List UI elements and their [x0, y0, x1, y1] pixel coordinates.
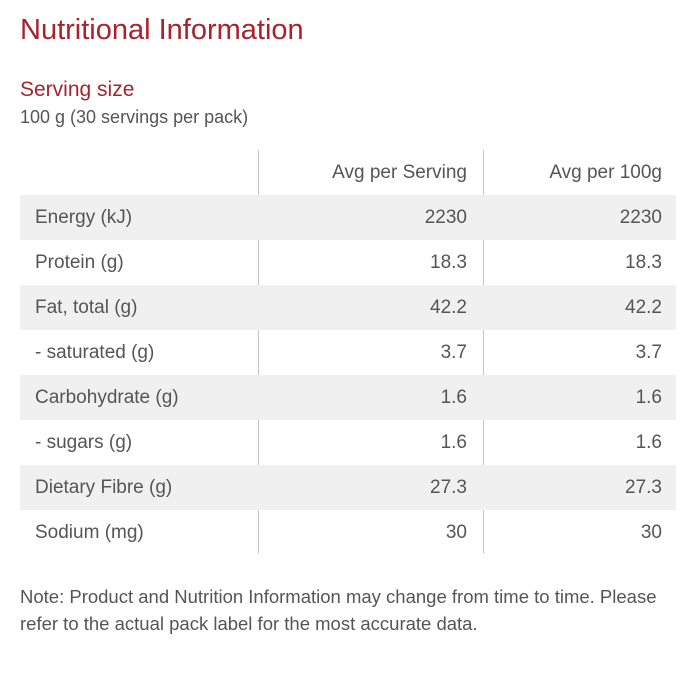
table-row: Sodium (mg) 30 30: [20, 510, 676, 555]
table-row: Protein (g) 18.3 18.3: [20, 240, 676, 285]
per-100g-value: 18.3: [625, 252, 662, 273]
per-100g-value: 27.3: [625, 477, 662, 498]
table-row: Carbohydrate (g) 1.6 1.6: [20, 375, 676, 420]
page-title: Nutritional Information: [20, 14, 304, 46]
per-serving-value: 27.3: [430, 477, 467, 498]
per-100g-value: 2230: [619, 207, 662, 228]
nutrition-table: Avg per Serving Avg per 100g Energy (kJ)…: [20, 150, 676, 555]
per-serving-value: 18.3: [430, 252, 467, 273]
column-header-per-serving: Avg per Serving: [332, 162, 467, 183]
per-serving-value: 3.7: [440, 342, 467, 363]
table-row: Energy (kJ) 2230 2230: [20, 195, 676, 240]
nutrient-label: - saturated (g): [35, 342, 155, 363]
nutrient-label: Carbohydrate (g): [35, 387, 179, 408]
per-serving-value: 1.6: [440, 432, 467, 453]
per-serving-value: 30: [445, 522, 467, 543]
table-row: Fat, total (g) 42.2 42.2: [20, 285, 676, 330]
disclaimer-note: Note: Product and Nutrition Information …: [20, 586, 657, 634]
per-serving-value: 2230: [424, 207, 467, 228]
per-serving-value: 42.2: [430, 297, 467, 318]
nutrient-label: Dietary Fibre (g): [35, 477, 173, 498]
per-100g-value: 1.6: [635, 387, 662, 408]
serving-size-heading: Serving size: [20, 78, 135, 101]
nutrient-label: Protein (g): [35, 252, 124, 273]
serving-size-value: 100 g (30 servings per pack): [20, 107, 249, 127]
per-serving-value: 1.6: [440, 387, 467, 408]
nutrient-label: Sodium (mg): [35, 522, 144, 543]
table-row: - sugars (g) 1.6 1.6: [20, 420, 676, 465]
table-row: - saturated (g) 3.7 3.7: [20, 330, 676, 375]
column-divider: [483, 150, 484, 553]
nutrient-label: Fat, total (g): [35, 297, 138, 318]
table-row: Dietary Fibre (g) 27.3 27.3: [20, 465, 676, 510]
column-divider: [258, 150, 259, 553]
per-100g-value: 30: [640, 522, 662, 543]
per-100g-value: 42.2: [625, 297, 662, 318]
per-100g-value: 1.6: [635, 432, 662, 453]
nutrient-label: - sugars (g): [35, 432, 133, 453]
column-header-per-100g: Avg per 100g: [549, 162, 662, 183]
per-100g-value: 3.7: [635, 342, 662, 363]
nutrient-label: Energy (kJ): [35, 207, 133, 228]
table-header-row: Avg per Serving Avg per 100g: [20, 150, 676, 195]
